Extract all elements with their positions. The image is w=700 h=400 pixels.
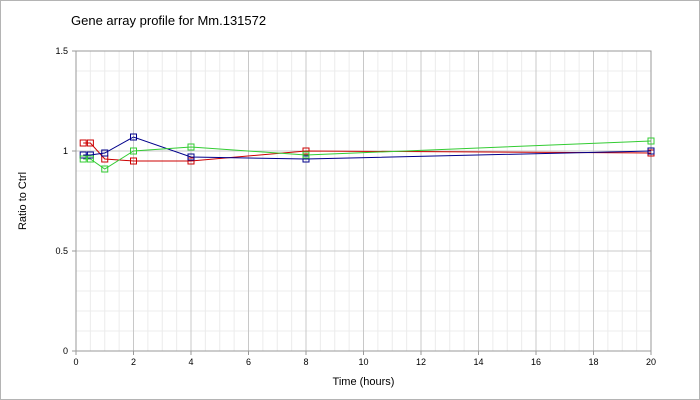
series-layer xyxy=(79,133,655,173)
data-point xyxy=(302,151,310,159)
y-axis-ticks: 0 0.5 1 1.5 xyxy=(55,46,76,356)
data-point xyxy=(187,143,195,151)
x-tick-label: 4 xyxy=(188,357,193,367)
data-point xyxy=(86,155,94,163)
data-point xyxy=(302,147,310,155)
data-point xyxy=(101,149,109,157)
chart-title: Gene array profile for Mm.131572 xyxy=(71,13,266,28)
y-tick-label: 1 xyxy=(63,146,68,156)
data-point xyxy=(187,153,195,161)
data-point xyxy=(647,137,655,145)
x-tick-label: 14 xyxy=(473,357,483,367)
data-point xyxy=(79,155,87,163)
x-tick-label: 2 xyxy=(131,357,136,367)
series-line xyxy=(83,142,652,162)
data-point xyxy=(130,157,137,165)
series-3 xyxy=(79,137,655,173)
data-point xyxy=(101,165,109,173)
x-axis-label: Time (hours) xyxy=(333,376,395,388)
data-point xyxy=(130,133,137,141)
data-point xyxy=(130,147,137,155)
data-point xyxy=(86,151,94,159)
y-tick-label: 1.5 xyxy=(55,46,68,56)
data-point xyxy=(86,139,94,147)
x-tick-label: 16 xyxy=(531,357,541,367)
series-2 xyxy=(79,133,655,163)
data-point xyxy=(79,151,87,159)
x-tick-label: 12 xyxy=(416,357,426,367)
series-line xyxy=(83,140,652,170)
series-line xyxy=(83,136,652,160)
x-tick-label: 8 xyxy=(303,357,308,367)
x-tick-label: 18 xyxy=(588,357,598,367)
data-point xyxy=(302,155,310,163)
x-tick-label: 10 xyxy=(358,357,368,367)
data-point xyxy=(647,147,655,155)
y-tick-label: 0 xyxy=(63,346,68,356)
y-tick-label: 0.5 xyxy=(55,246,68,256)
x-tick-label: 20 xyxy=(646,357,656,367)
data-point xyxy=(187,157,195,165)
series-1 xyxy=(79,139,655,165)
data-point xyxy=(79,139,87,147)
y-axis-label: Ratio to Ctrl xyxy=(17,172,29,230)
x-axis-ticks: 0 2 4 6 8 10 12 14 16 18 20 xyxy=(73,351,656,367)
x-tick-label: 0 xyxy=(73,357,78,367)
x-tick-label: 6 xyxy=(246,357,251,367)
